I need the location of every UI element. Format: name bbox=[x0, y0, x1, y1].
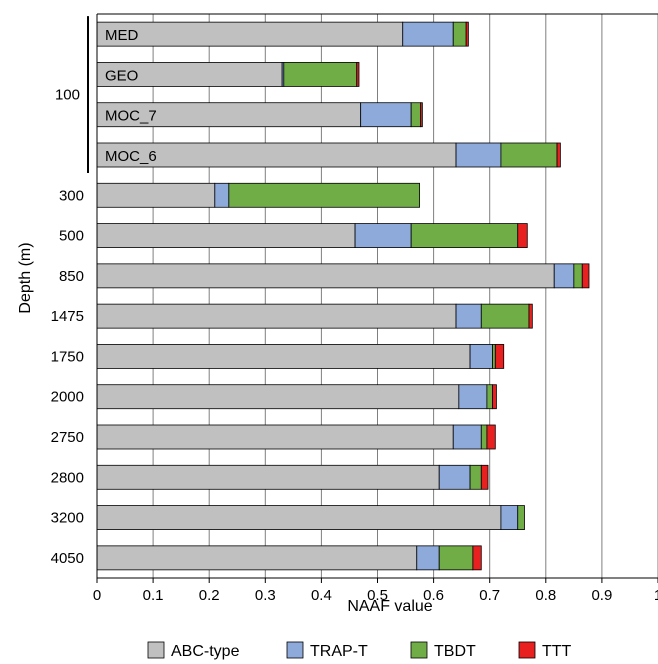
bar-segment-abc-type bbox=[96, 424, 454, 450]
legend-label: TBDT bbox=[434, 643, 476, 660]
legend-swatch bbox=[147, 641, 165, 659]
bar-segment-ttt bbox=[356, 62, 360, 87]
bar-segment-trap-t bbox=[469, 344, 493, 369]
bar-segment-abc-type bbox=[96, 545, 418, 571]
bar-segment-abc-type bbox=[96, 223, 356, 248]
x-tick-label: 0.1 bbox=[143, 587, 164, 604]
bar-segment-trap-t bbox=[402, 21, 454, 47]
x-tick-label: 0.2 bbox=[199, 587, 220, 604]
legend-swatch bbox=[518, 641, 536, 659]
bar-inner-label: MOC_6 bbox=[105, 148, 157, 165]
x-tick-labels: 0 0.1 0.2 0.3 0.4 0.5 0.6 0.7 0.8 0.9 1 bbox=[93, 587, 658, 604]
bar-segment-tbdt bbox=[410, 102, 422, 128]
y-category-label: 100 bbox=[55, 87, 80, 104]
y-category-label: 2750 bbox=[51, 429, 84, 446]
y-category-label: 4050 bbox=[51, 550, 84, 567]
bar-segment-abc-type bbox=[96, 464, 440, 490]
bar-segment-trap-t bbox=[500, 505, 519, 530]
x-tick-label: 0.4 bbox=[311, 587, 332, 604]
x-tick-label: 1 bbox=[654, 587, 658, 604]
bar-segment-tbdt bbox=[410, 223, 519, 248]
bar-segment-ttt bbox=[480, 464, 489, 490]
bar-segment-tbdt bbox=[480, 424, 488, 450]
y-category-label: 2000 bbox=[51, 389, 84, 406]
bar-segment-ttt bbox=[528, 303, 533, 329]
axes bbox=[87, 13, 658, 583]
bar-segment-abc-type bbox=[96, 384, 460, 410]
legend-label: TTT bbox=[542, 643, 572, 660]
bar-segment-tbdt bbox=[486, 384, 493, 410]
bar-segment-tbdt bbox=[283, 62, 358, 87]
bar-inner-label: GEO bbox=[105, 67, 138, 84]
x-tick-label: 0.7 bbox=[479, 587, 500, 604]
bar-segment-trap-t bbox=[458, 384, 488, 410]
bar-segment-ttt bbox=[492, 384, 497, 410]
bar-segment-abc-type bbox=[96, 21, 404, 47]
bar-segment-trap-t bbox=[360, 102, 412, 128]
y-category-label: 3200 bbox=[51, 510, 84, 527]
bar-segment-tbdt bbox=[500, 142, 558, 168]
bar-segment-trap-t bbox=[354, 223, 412, 248]
bar-segment-tbdt bbox=[573, 263, 583, 289]
bar-segment-ttt bbox=[517, 223, 528, 248]
legend: ABC-type TRAP-T TBDT TTT bbox=[147, 641, 572, 660]
bar-segment-trap-t bbox=[455, 303, 482, 329]
y-axis-title: Depth (m) bbox=[17, 242, 34, 313]
bar-segment-ttt bbox=[420, 102, 423, 128]
y-category-label: 2800 bbox=[51, 469, 84, 486]
bar-segment-tbdt bbox=[469, 464, 482, 490]
y-category-label: 1750 bbox=[51, 348, 84, 365]
bar-segment-abc-type bbox=[96, 344, 471, 369]
x-tick-label: 0.3 bbox=[255, 587, 276, 604]
bar-segment-tbdt bbox=[228, 182, 420, 208]
bar-segment-trap-t bbox=[455, 142, 502, 168]
bar-segment-ttt bbox=[472, 545, 482, 571]
bar-segment-ttt bbox=[556, 142, 561, 168]
y-category-label: 300 bbox=[59, 187, 84, 204]
bar-segment-ttt bbox=[581, 263, 590, 289]
legend-label: TRAP-T bbox=[310, 643, 368, 660]
y-category-labels: MED GEO MOC_7 MOC_6 100 300 500 850 1475 1750 2000… bbox=[51, 27, 157, 567]
x-tick-label: 0.5 bbox=[367, 587, 388, 604]
x-axis-title: NAAF value bbox=[347, 598, 432, 615]
legend-swatch bbox=[410, 641, 428, 659]
y-category-label: 850 bbox=[59, 268, 84, 285]
bar-segment-tbdt bbox=[517, 505, 525, 530]
y-category-label: 500 bbox=[59, 228, 84, 245]
y-category-label: 1475 bbox=[51, 308, 84, 325]
x-tick-label: 0.6 bbox=[423, 587, 444, 604]
grid-lines bbox=[152, 14, 658, 578]
bar-inner-label: MOC_7 bbox=[105, 108, 157, 125]
bar-segment-trap-t bbox=[416, 545, 440, 571]
x-tick-label: 0.8 bbox=[535, 587, 556, 604]
x-tick-label: 0.9 bbox=[591, 587, 612, 604]
x-tick-label: 0 bbox=[93, 587, 101, 604]
bar-segment-abc-type bbox=[96, 182, 216, 208]
bar-segment-ttt bbox=[486, 424, 496, 450]
bar-segment-trap-t bbox=[438, 464, 471, 490]
bar-segment-trap-t bbox=[553, 263, 575, 289]
bar-segment-tbdt bbox=[492, 344, 496, 369]
bar-segment-tbdt bbox=[438, 545, 474, 571]
bar-inner-label: MED bbox=[105, 27, 139, 44]
bar-segment-abc-type bbox=[96, 303, 457, 329]
bar-segment-tbdt bbox=[480, 303, 530, 329]
bar-segment-ttt bbox=[465, 21, 469, 47]
bar-segment-trap-t bbox=[452, 424, 482, 450]
bar-segment-tbdt bbox=[452, 21, 467, 47]
bars bbox=[96, 21, 590, 571]
legend-swatch bbox=[286, 641, 304, 659]
bar-segment-abc-type bbox=[96, 263, 555, 289]
bar-segment-trap-t bbox=[214, 182, 230, 208]
bar-segment-ttt bbox=[494, 344, 505, 369]
legend-label: ABC-type bbox=[171, 643, 240, 660]
bar-segment-abc-type bbox=[96, 505, 502, 530]
